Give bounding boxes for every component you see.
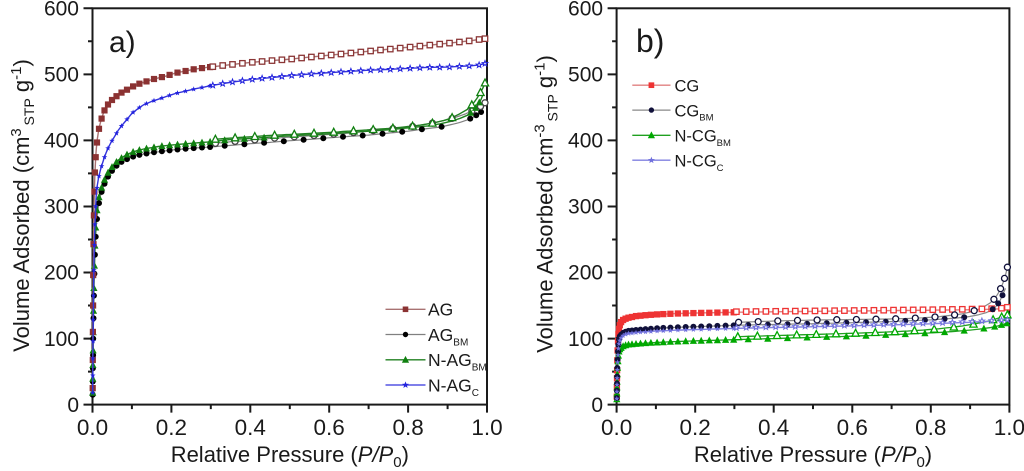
svg-text:0.8: 0.8	[392, 415, 423, 440]
svg-text:0.4: 0.4	[235, 415, 266, 440]
svg-text:b): b)	[636, 23, 664, 59]
svg-text:500: 500	[44, 64, 79, 87]
svg-text:AG: AG	[428, 300, 453, 320]
svg-text:200: 200	[44, 262, 79, 285]
svg-text:400: 400	[568, 130, 603, 153]
svg-text:a): a)	[109, 26, 136, 59]
svg-text:Volume Adsorbed (cm3 STP g-1): Volume Adsorbed (cm3 STP g-1)	[8, 59, 37, 352]
svg-text:0.4: 0.4	[758, 415, 789, 440]
svg-text:0.6: 0.6	[314, 415, 345, 440]
svg-text:0.6: 0.6	[837, 415, 868, 440]
svg-text:600: 600	[568, 0, 603, 21]
svg-text:300: 300	[44, 196, 79, 219]
svg-text:0: 0	[591, 394, 603, 417]
svg-text:0.8: 0.8	[915, 415, 946, 440]
svg-text:100: 100	[568, 328, 603, 351]
svg-text:1.0: 1.0	[994, 415, 1024, 440]
svg-text:0.0: 0.0	[77, 415, 108, 440]
svg-text:500: 500	[568, 64, 603, 87]
svg-text:200: 200	[568, 262, 603, 285]
svg-text:300: 300	[568, 196, 603, 219]
svg-text:0.2: 0.2	[156, 415, 187, 440]
svg-text:600: 600	[44, 0, 79, 21]
svg-text:0.0: 0.0	[601, 415, 632, 440]
svg-text:CG: CG	[675, 78, 700, 96]
svg-text:Relative Pressure (P/P0): Relative Pressure (P/P0)	[171, 442, 409, 471]
svg-text:0: 0	[67, 394, 79, 417]
svg-text:1.0: 1.0	[471, 415, 502, 440]
svg-text:100: 100	[44, 328, 79, 351]
svg-text:N-AGC: N-AGC	[428, 375, 479, 399]
svg-text:0.2: 0.2	[680, 415, 711, 440]
svg-text:N-CGC: N-CGC	[675, 153, 724, 174]
svg-text:Relative Pressure (P/P0): Relative Pressure (P/P0)	[694, 442, 932, 471]
svg-text:400: 400	[44, 130, 79, 153]
